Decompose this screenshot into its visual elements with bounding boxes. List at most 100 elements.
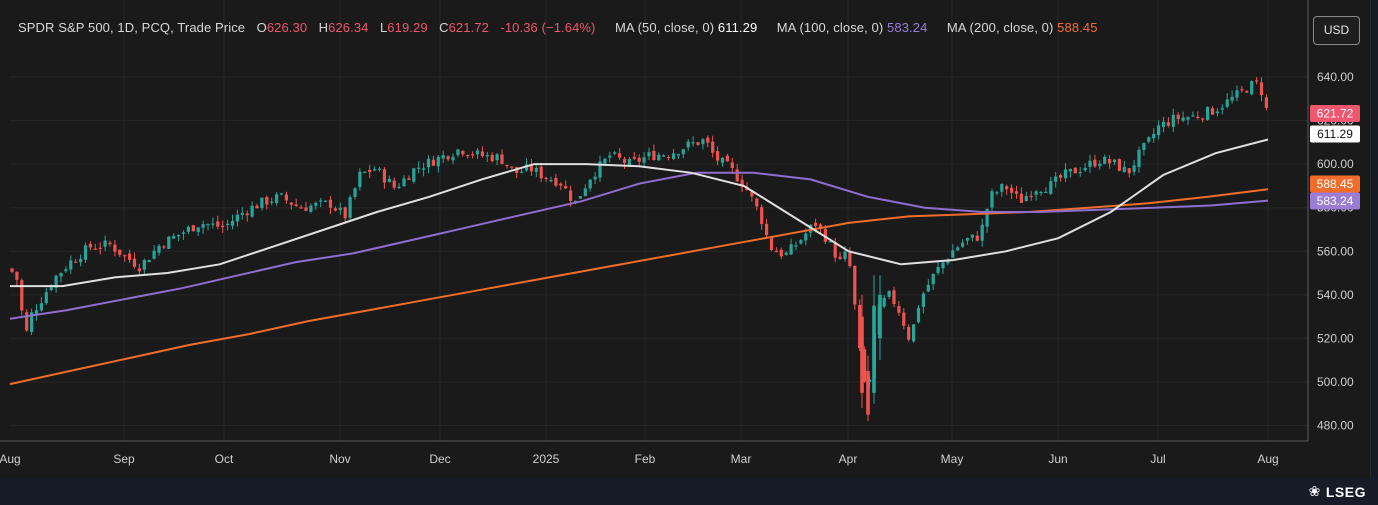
candle-body <box>647 152 651 157</box>
candle-body <box>1019 193 1023 203</box>
candle-body <box>696 142 700 145</box>
brand-name: LSEG <box>1325 483 1366 500</box>
candle-body <box>912 324 916 342</box>
ma100-line <box>9 171 1269 320</box>
candle-body <box>1166 122 1170 126</box>
candle-body <box>1157 125 1161 136</box>
candle-body <box>622 158 627 163</box>
legend-low-label: L <box>379 20 388 35</box>
legend-open-value: 626.30 <box>266 20 308 35</box>
candle-body <box>1122 166 1126 172</box>
candle-body <box>1108 159 1112 164</box>
candle-body <box>823 228 827 242</box>
candle-body <box>181 232 186 234</box>
candle-body <box>524 164 529 171</box>
candle-body <box>1010 187 1014 193</box>
candle-body <box>162 246 166 248</box>
candle-body <box>716 151 720 161</box>
candle-body <box>338 207 342 210</box>
candle-body <box>1000 184 1004 192</box>
candle-body <box>1147 137 1151 142</box>
candle-body <box>951 250 955 258</box>
legend-ma50-label: MA (50, close, 0) <box>614 20 715 35</box>
candle-body <box>368 169 372 173</box>
candle-body <box>1240 89 1244 91</box>
candle-body <box>980 224 984 241</box>
x-tick-label: Dec <box>429 452 450 466</box>
candle-body <box>128 253 132 260</box>
candle-body <box>1068 168 1072 172</box>
candle-body <box>309 205 313 212</box>
candle-body <box>275 194 279 204</box>
candle-body <box>1132 165 1136 172</box>
candle-body <box>863 349 867 382</box>
chart-area[interactable]: 640.00620.00600.00580.00560.00540.00520.… <box>0 0 1371 478</box>
candle-body <box>387 179 391 183</box>
candle-body <box>632 156 636 159</box>
candle-body <box>941 262 945 269</box>
y-tick-label: 500.00 <box>1317 375 1354 389</box>
candle-body <box>848 252 852 267</box>
price-chart[interactable]: 640.00620.00600.00580.00560.00540.00520.… <box>0 0 1370 478</box>
candle-body <box>191 225 195 232</box>
candle-body <box>118 249 122 255</box>
candle-body <box>216 221 220 227</box>
candle-body <box>755 198 759 207</box>
candle-body <box>1201 118 1205 120</box>
candle-body <box>314 202 318 206</box>
candle-body <box>681 149 685 155</box>
candle-body <box>152 250 156 259</box>
candle-body <box>15 271 19 280</box>
candle-body <box>608 155 612 158</box>
candle-body <box>676 154 680 156</box>
candle-body <box>789 244 793 255</box>
candle-body <box>931 273 935 285</box>
candle-body <box>255 205 259 209</box>
candle-body <box>1083 167 1087 171</box>
candle-body <box>221 225 225 228</box>
candle-body <box>289 202 293 205</box>
candle-body <box>490 154 494 162</box>
candle-body <box>657 154 661 161</box>
candle-body <box>505 164 509 167</box>
price-tag <box>1310 192 1360 210</box>
candle-body <box>814 222 818 227</box>
candle-body <box>1259 82 1264 96</box>
candle-body <box>995 192 999 194</box>
legend-high-label: H <box>318 20 329 35</box>
candle-body <box>725 155 729 162</box>
price-tag <box>1310 175 1360 193</box>
candle-body <box>691 142 695 144</box>
candle-body <box>985 208 989 227</box>
candle-body <box>79 258 83 263</box>
candle-body <box>706 137 710 143</box>
candle-body <box>843 251 847 260</box>
candle-body <box>353 188 357 198</box>
candle-body <box>1098 163 1102 167</box>
candle-body <box>740 179 744 187</box>
x-tick-label: 2025 <box>533 452 560 466</box>
candle-body <box>1181 117 1185 121</box>
candle-body <box>1127 168 1131 174</box>
candle-body <box>671 153 676 159</box>
candle-body <box>34 310 39 315</box>
candle-body <box>500 154 504 164</box>
legend-close-value: 621.72 <box>448 20 489 35</box>
currency-button[interactable]: USD <box>1313 16 1360 45</box>
candle-body <box>417 167 421 169</box>
candle-body <box>172 235 176 239</box>
candle-body <box>735 169 739 182</box>
candle-body <box>544 177 548 179</box>
candle-body <box>549 180 553 182</box>
candle-body <box>534 167 538 172</box>
x-tick-label: Aug <box>0 452 21 466</box>
candle-body <box>838 256 842 260</box>
candle-body <box>1014 191 1019 194</box>
legend-ma200-label: MA (200, close, 0) <box>946 20 1054 35</box>
candle-body <box>828 241 832 243</box>
candle-body <box>147 260 151 263</box>
candle-body <box>1024 196 1028 201</box>
candle-body <box>892 290 896 305</box>
candle-body <box>319 200 323 202</box>
candle-body <box>59 272 63 277</box>
